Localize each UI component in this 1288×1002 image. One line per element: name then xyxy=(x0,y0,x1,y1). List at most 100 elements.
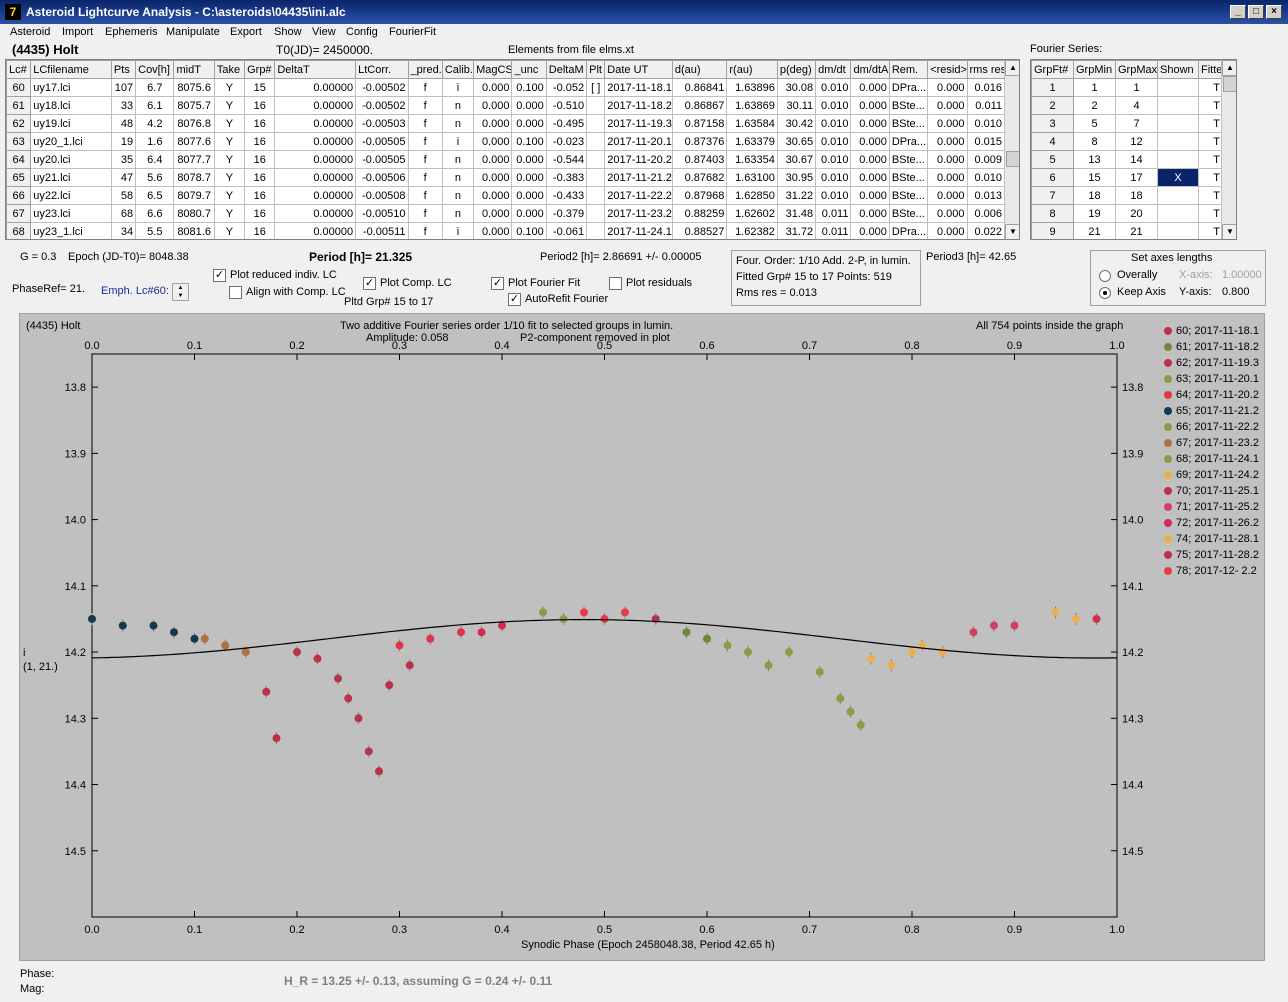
table-cell[interactable]: 0.010 xyxy=(815,96,852,115)
table-cell[interactable]: 0.000 xyxy=(927,222,968,239)
fourier-cell[interactable]: 8 xyxy=(1073,132,1116,151)
table-cell[interactable]: n xyxy=(441,186,475,205)
table-cell[interactable]: 0.010 xyxy=(815,114,852,133)
table-cell[interactable]: 0.00000 xyxy=(274,204,357,223)
table-cell[interactable]: Y xyxy=(213,186,246,205)
table-cell[interactable]: 30.08 xyxy=(776,78,817,97)
table-row[interactable]: 64 uy20.lci 35 6.4 8077.7 Y 16 0.00000 -0.00505 f… xyxy=(6,150,1006,169)
table-cell[interactable]: 2017-11-20.1 xyxy=(604,132,673,151)
table-cell[interactable]: 0.000 xyxy=(927,78,968,97)
table-cell[interactable]: uy23.lci xyxy=(30,204,112,223)
table-cell[interactable]: 0.000 xyxy=(511,186,547,205)
fourier-cell[interactable]: 21 xyxy=(1073,222,1116,239)
fourier-cell[interactable] xyxy=(1157,114,1199,133)
table-cell[interactable]: -0.544 xyxy=(545,150,588,169)
fourier-scroll-up-button[interactable]: ▲ xyxy=(1222,60,1236,76)
table-cell[interactable]: 31.72 xyxy=(776,222,817,239)
fourier-row-header[interactable]: 9 xyxy=(1031,222,1074,239)
table-cell[interactable]: 0.010 xyxy=(815,186,852,205)
overall-radio[interactable] xyxy=(1099,270,1111,282)
fourier-cell[interactable]: T xyxy=(1198,132,1223,151)
fourier-row[interactable]: 4 8 12 T xyxy=(1031,132,1223,151)
table-cell[interactable]: BSte... xyxy=(888,96,929,115)
table-cell[interactable]: i xyxy=(441,222,475,239)
fourier-row-header[interactable]: 1 xyxy=(1031,78,1074,97)
table-cell[interactable]: 6.6 xyxy=(135,204,175,223)
table-cell[interactable]: 0.000 xyxy=(473,96,513,115)
scroll-thumb[interactable] xyxy=(1006,151,1019,167)
table-cell[interactable]: 0.000 xyxy=(473,222,513,239)
table-cell[interactable]: 30.65 xyxy=(776,132,817,151)
table-cell[interactable]: 2017-11-21.2 xyxy=(604,168,673,187)
table-cell[interactable]: f xyxy=(407,168,443,187)
table-cell[interactable]: BSte... xyxy=(888,114,929,133)
lc-col-header[interactable]: dm/dt xyxy=(815,60,852,79)
table-cell[interactable]: uy20.lci xyxy=(30,150,112,169)
table-cell[interactable]: 0.000 xyxy=(927,186,968,205)
table-cell[interactable]: 0.00000 xyxy=(274,186,357,205)
table-cell[interactable]: 35 xyxy=(110,150,137,169)
align-checkbox[interactable] xyxy=(229,286,242,299)
table-cell[interactable]: 0.000 xyxy=(850,222,890,239)
table-cell[interactable]: -0.00510 xyxy=(355,204,409,223)
table-cell[interactable]: 6.5 xyxy=(135,186,175,205)
table-cell[interactable]: 0.000 xyxy=(927,150,968,169)
fourier-cell[interactable]: 7 xyxy=(1115,114,1158,133)
minimize-button[interactable]: _ xyxy=(1230,5,1246,19)
table-cell[interactable]: 8081.6 xyxy=(173,222,215,239)
table-cell[interactable]: 2017-11-22.2 xyxy=(604,186,673,205)
table-cell[interactable]: 19 xyxy=(110,132,137,151)
table-cell[interactable]: 31.22 xyxy=(776,186,817,205)
fourier-row[interactable]: 8 19 20 T xyxy=(1031,204,1223,223)
table-cell[interactable] xyxy=(586,204,606,223)
table-cell[interactable]: 1.63100 xyxy=(726,168,778,187)
table-cell[interactable]: 1.62382 xyxy=(726,222,778,239)
table-cell[interactable]: 0.010 xyxy=(966,168,1006,187)
fourier-cell[interactable]: 17 xyxy=(1115,168,1158,187)
table-cell[interactable]: BSte... xyxy=(888,186,929,205)
fourier-cell[interactable]: 15 xyxy=(1073,168,1116,187)
table-row[interactable]: 66 uy22.lci 58 6.5 8079.7 Y 16 0.00000 -0.00508 f… xyxy=(6,186,1006,205)
fourier-cell[interactable]: T xyxy=(1198,204,1223,223)
table-cell[interactable]: 1.63896 xyxy=(726,78,778,97)
table-cell[interactable]: 0.000 xyxy=(511,204,547,223)
lc-col-header[interactable]: Calib. xyxy=(441,60,475,79)
table-cell[interactable]: 2017-11-20.2 xyxy=(604,150,673,169)
table-cell[interactable]: n xyxy=(441,204,475,223)
table-row[interactable]: 68 uy23_1.lci 34 5.5 8081.6 Y 16 0.00000 -0.0051… xyxy=(6,222,1006,239)
menu-export[interactable]: Export xyxy=(230,26,262,38)
table-cell[interactable]: 1.63354 xyxy=(726,150,778,169)
lc-col-header[interactable]: Grp# xyxy=(244,60,276,79)
table-cell[interactable]: -0.379 xyxy=(545,204,588,223)
fourier-scroll-down-button[interactable]: ▼ xyxy=(1222,224,1236,239)
table-cell[interactable]: 2017-11-23.2 xyxy=(604,204,673,223)
table-cell[interactable]: DPra... xyxy=(888,132,929,151)
table-cell[interactable] xyxy=(586,96,606,115)
fourier-row-header[interactable]: 7 xyxy=(1031,186,1074,205)
table-cell[interactable]: 2017-11-18.2 xyxy=(604,96,673,115)
table-cell[interactable]: 1.63869 xyxy=(726,96,778,115)
row-header[interactable]: 68 xyxy=(6,222,32,239)
table-cell[interactable]: 0.000 xyxy=(511,150,547,169)
table-cell[interactable]: -0.023 xyxy=(545,132,588,151)
table-cell[interactable]: 0.000 xyxy=(927,114,968,133)
period3-label[interactable]: Period3 [h]= 42.65 xyxy=(926,251,1017,263)
table-cell[interactable]: 0.011 xyxy=(966,96,1006,115)
menu-view[interactable]: View xyxy=(312,26,336,38)
table-cell[interactable]: 8078.7 xyxy=(173,168,215,187)
fourier-cell[interactable]: 20 xyxy=(1115,204,1158,223)
fourier-cell[interactable]: 21 xyxy=(1115,222,1158,239)
table-row[interactable]: 62 uy19.lci 48 4.2 8076.8 Y 16 0.00000 -0.00503 f… xyxy=(6,114,1006,133)
table-cell[interactable]: 0.022 xyxy=(966,222,1006,239)
table-cell[interactable]: 30.67 xyxy=(776,150,817,169)
table-cell[interactable]: n xyxy=(441,96,475,115)
table-cell[interactable]: 0.000 xyxy=(473,168,513,187)
table-cell[interactable]: 0.000 xyxy=(511,114,547,133)
fourier-row-header[interactable]: 4 xyxy=(1031,132,1074,151)
table-row[interactable]: 65 uy21.lci 47 5.6 8078.7 Y 16 0.00000 -0.00506 f… xyxy=(6,168,1006,187)
table-cell[interactable]: 8077.6 xyxy=(173,132,215,151)
phaseref-label[interactable]: PhaseRef= 21. xyxy=(12,283,86,295)
table-cell[interactable]: 8075.6 xyxy=(173,78,215,97)
table-cell[interactable]: 0.000 xyxy=(511,168,547,187)
fourier-cell[interactable] xyxy=(1157,204,1199,223)
